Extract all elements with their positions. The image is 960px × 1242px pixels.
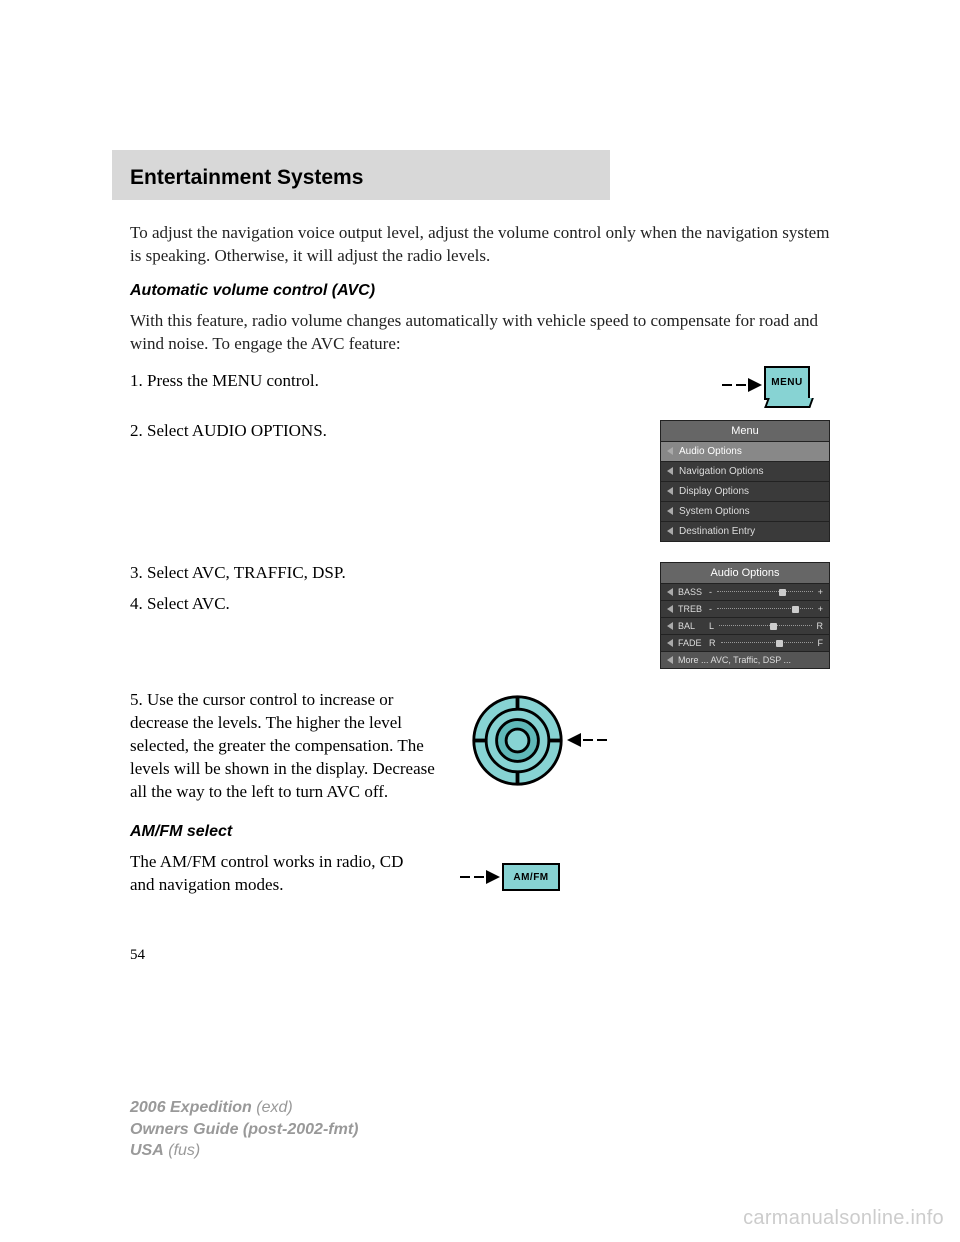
intro-paragraph: To adjust the navigation voice output le… (130, 222, 830, 268)
menu-item-label: Display Options (679, 486, 749, 497)
slider-track (717, 608, 813, 610)
step-3-text: 3. Select AVC, TRAFFIC, DSP. (130, 562, 630, 585)
chevron-left-icon (667, 527, 673, 535)
more-label: More ... AVC, Traffic, DSP ... (678, 655, 791, 665)
dashed-line (583, 739, 607, 741)
section-header: Entertainment Systems (112, 150, 610, 200)
step-2-text: 2. Select AUDIO OPTIONS. (130, 420, 630, 443)
step-5-text: 5. Use the cursor control to increase or… (130, 689, 440, 804)
footer-region-code: (fus) (168, 1142, 200, 1159)
step-1-text: 1. Press the MENU control. (130, 370, 692, 393)
arrow-right-icon (748, 378, 762, 392)
slider-end-right: + (818, 587, 823, 597)
amfm-row: The AM/FM control works in radio, CD and… (130, 851, 830, 897)
bass-slider-row: BASS - + (661, 584, 829, 601)
menu-screen-title: Menu (661, 421, 829, 442)
amfm-button-figure: AM/FM (460, 863, 560, 891)
slider-label: FADE (678, 638, 704, 648)
cursor-knob-figure (470, 693, 607, 788)
treb-slider-row: TREB - + (661, 601, 829, 618)
cursor-knob-icon (470, 693, 565, 788)
menu-button-figure: MENU (722, 370, 830, 400)
step-5-row: 5. Use the cursor control to increase or… (130, 689, 830, 804)
menu-screen-figure: Menu Audio Options Navigation Options Di… (660, 420, 830, 542)
menu-item-label: Navigation Options (679, 466, 764, 477)
menu-item-system-options: System Options (661, 502, 829, 522)
menu-item-navigation-options: Navigation Options (661, 462, 829, 482)
more-row: More ... AVC, Traffic, DSP ... (661, 652, 829, 668)
menu-item-label: Audio Options (679, 446, 742, 457)
chevron-left-icon (667, 487, 673, 495)
chevron-left-icon (667, 656, 673, 664)
section-title: Entertainment Systems (130, 166, 592, 190)
watermark: carmanualsonline.info (743, 1207, 944, 1230)
avc-heading: Automatic volume control (AVC) (130, 282, 830, 300)
menu-item-display-options: Display Options (661, 482, 829, 502)
slider-end-left: - (709, 604, 712, 614)
step-3-4-row: 3. Select AVC, TRAFFIC, DSP. 4. Select A… (130, 562, 830, 669)
menu-item-audio-options: Audio Options (661, 442, 829, 462)
dashed-arrow-line (722, 384, 746, 386)
slider-track (717, 591, 813, 593)
slider-end-left: - (709, 587, 712, 597)
menu-item-destination-entry: Destination Entry (661, 522, 829, 541)
footer-guide: Owners Guide (post-2002-fmt) (130, 1119, 358, 1141)
slider-end-right: F (818, 638, 824, 648)
audio-options-screen-figure: Audio Options BASS - + TREB - + (660, 562, 830, 669)
avc-description: With this feature, radio volume changes … (130, 310, 830, 356)
chevron-left-icon (667, 588, 673, 596)
dashed-arrow-line (460, 876, 484, 878)
slider-end-left: R (709, 638, 716, 648)
slider-track (719, 625, 811, 627)
slider-track (721, 642, 813, 644)
page-content: Entertainment Systems To adjust the navi… (0, 0, 960, 964)
slider-label: BAL (678, 621, 704, 631)
arrow-right-icon (486, 870, 500, 884)
slider-end-right: + (818, 604, 823, 614)
arrow-left-icon (567, 733, 581, 747)
slider-label: BASS (678, 587, 704, 597)
menu-item-label: System Options (679, 506, 750, 517)
amfm-button-icon: AM/FM (502, 863, 560, 891)
chevron-left-icon (667, 622, 673, 630)
menu-button-icon: MENU (764, 366, 810, 400)
page-number: 54 (130, 947, 830, 964)
chevron-left-icon (667, 639, 673, 647)
chevron-left-icon (667, 467, 673, 475)
footer-vehicle: 2006 Expedition (130, 1099, 252, 1116)
slider-knob-icon (792, 606, 799, 613)
bal-slider-row: BAL L R (661, 618, 829, 635)
slider-end-right: R (817, 621, 824, 631)
slider-label: TREB (678, 604, 704, 614)
slider-knob-icon (779, 589, 786, 596)
footer-vehicle-code: (exd) (256, 1099, 292, 1116)
slider-knob-icon (776, 640, 783, 647)
slider-end-left: L (709, 621, 714, 631)
chevron-left-icon (667, 605, 673, 613)
chevron-left-icon (667, 447, 673, 455)
step-2-row: 2. Select AUDIO OPTIONS. Menu Audio Opti… (130, 420, 830, 542)
step-4-text: 4. Select AVC. (130, 593, 630, 616)
slider-knob-icon (770, 623, 777, 630)
menu-item-label: Destination Entry (679, 526, 755, 537)
amfm-heading: AM/FM select (130, 823, 830, 841)
footer-region: USA (130, 1142, 164, 1159)
audio-screen-title: Audio Options (661, 563, 829, 584)
amfm-text: The AM/FM control works in radio, CD and… (130, 851, 430, 897)
fade-slider-row: FADE R F (661, 635, 829, 652)
step-1-row: 1. Press the MENU control. MENU (130, 370, 830, 400)
footer: 2006 Expedition (exd) Owners Guide (post… (130, 1097, 358, 1162)
chevron-left-icon (667, 507, 673, 515)
step-3-4-text: 3. Select AVC, TRAFFIC, DSP. 4. Select A… (130, 562, 630, 616)
